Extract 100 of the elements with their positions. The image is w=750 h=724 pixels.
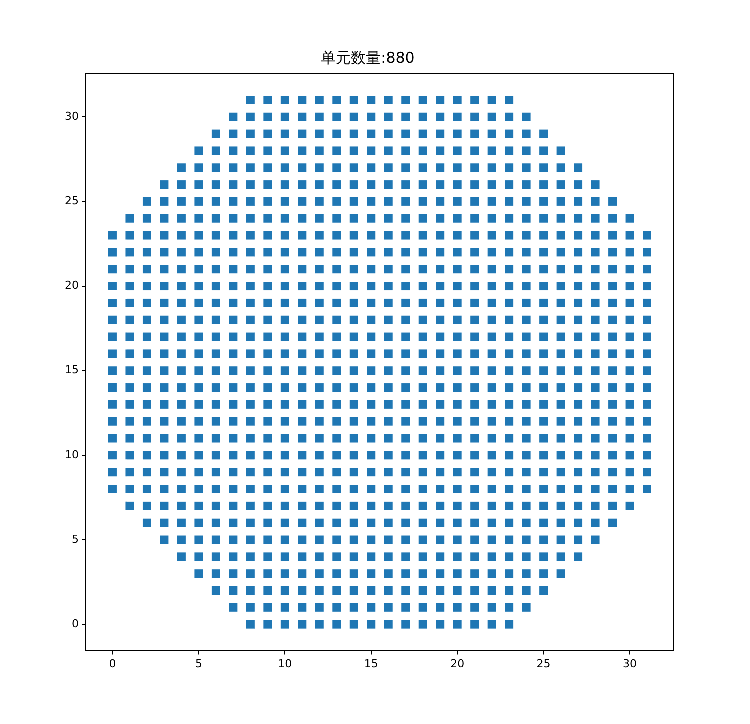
point [160, 197, 169, 206]
point [298, 197, 307, 206]
point [418, 298, 428, 308]
point [453, 350, 462, 358]
point [126, 316, 134, 324]
point [591, 384, 600, 392]
point [470, 536, 480, 544]
point [229, 316, 238, 324]
point [280, 197, 290, 206]
point [367, 518, 376, 528]
point [505, 316, 514, 324]
point [556, 180, 566, 190]
point [332, 350, 342, 358]
point [453, 164, 462, 172]
point [608, 366, 618, 376]
point [264, 620, 272, 629]
point [264, 282, 272, 291]
point [470, 400, 480, 409]
point [418, 400, 428, 409]
point [194, 298, 204, 308]
point [246, 417, 255, 426]
point [470, 366, 480, 376]
point [643, 265, 652, 274]
point [574, 248, 583, 257]
point [522, 400, 531, 409]
point [264, 400, 272, 409]
point [212, 434, 220, 443]
point [574, 265, 583, 274]
point [212, 164, 220, 172]
point [591, 265, 600, 274]
point [643, 400, 652, 409]
point [212, 400, 220, 409]
point [556, 214, 566, 223]
point [315, 536, 324, 544]
point [194, 316, 204, 324]
point [643, 366, 652, 376]
point [556, 400, 566, 409]
point [540, 332, 548, 342]
point [505, 417, 514, 426]
point [280, 570, 290, 578]
point [402, 350, 410, 358]
point [453, 536, 462, 544]
point [367, 231, 376, 240]
point [177, 468, 186, 477]
point [608, 298, 618, 308]
point [246, 468, 255, 477]
point [384, 417, 393, 426]
point [298, 485, 307, 494]
point [608, 350, 618, 358]
point [470, 468, 480, 477]
point [436, 332, 445, 342]
point [212, 570, 220, 578]
point [367, 180, 376, 190]
point [608, 197, 618, 206]
point [246, 164, 255, 172]
point [591, 502, 600, 510]
point [436, 112, 445, 122]
point [505, 130, 514, 138]
point [522, 434, 531, 443]
point [418, 96, 428, 104]
point [315, 350, 324, 358]
point [608, 502, 618, 510]
point [194, 400, 204, 409]
point [488, 586, 496, 595]
point [367, 265, 376, 274]
point [556, 468, 566, 477]
point [488, 282, 496, 291]
point [522, 586, 531, 595]
point [556, 552, 566, 562]
x-tick-label: 15 [364, 657, 378, 670]
point [556, 536, 566, 544]
x-tick-label: 20 [450, 657, 465, 670]
point [608, 417, 618, 426]
point [574, 316, 583, 324]
point [350, 468, 358, 477]
point [418, 518, 428, 528]
point [470, 96, 480, 104]
point [298, 265, 307, 274]
point [246, 298, 255, 308]
point [522, 350, 531, 358]
point [418, 536, 428, 544]
point [367, 384, 376, 392]
point [556, 485, 566, 494]
point [402, 485, 410, 494]
point [470, 586, 480, 595]
point [522, 536, 531, 544]
point [298, 400, 307, 409]
point [453, 180, 462, 190]
point [212, 332, 220, 342]
point [246, 502, 255, 510]
point [229, 350, 238, 358]
point [540, 468, 548, 477]
x-tick-label: 10 [278, 657, 292, 670]
point [367, 248, 376, 257]
point [246, 485, 255, 494]
point [522, 451, 531, 460]
point [350, 112, 358, 122]
point [643, 298, 652, 308]
point [470, 298, 480, 308]
point [367, 434, 376, 443]
